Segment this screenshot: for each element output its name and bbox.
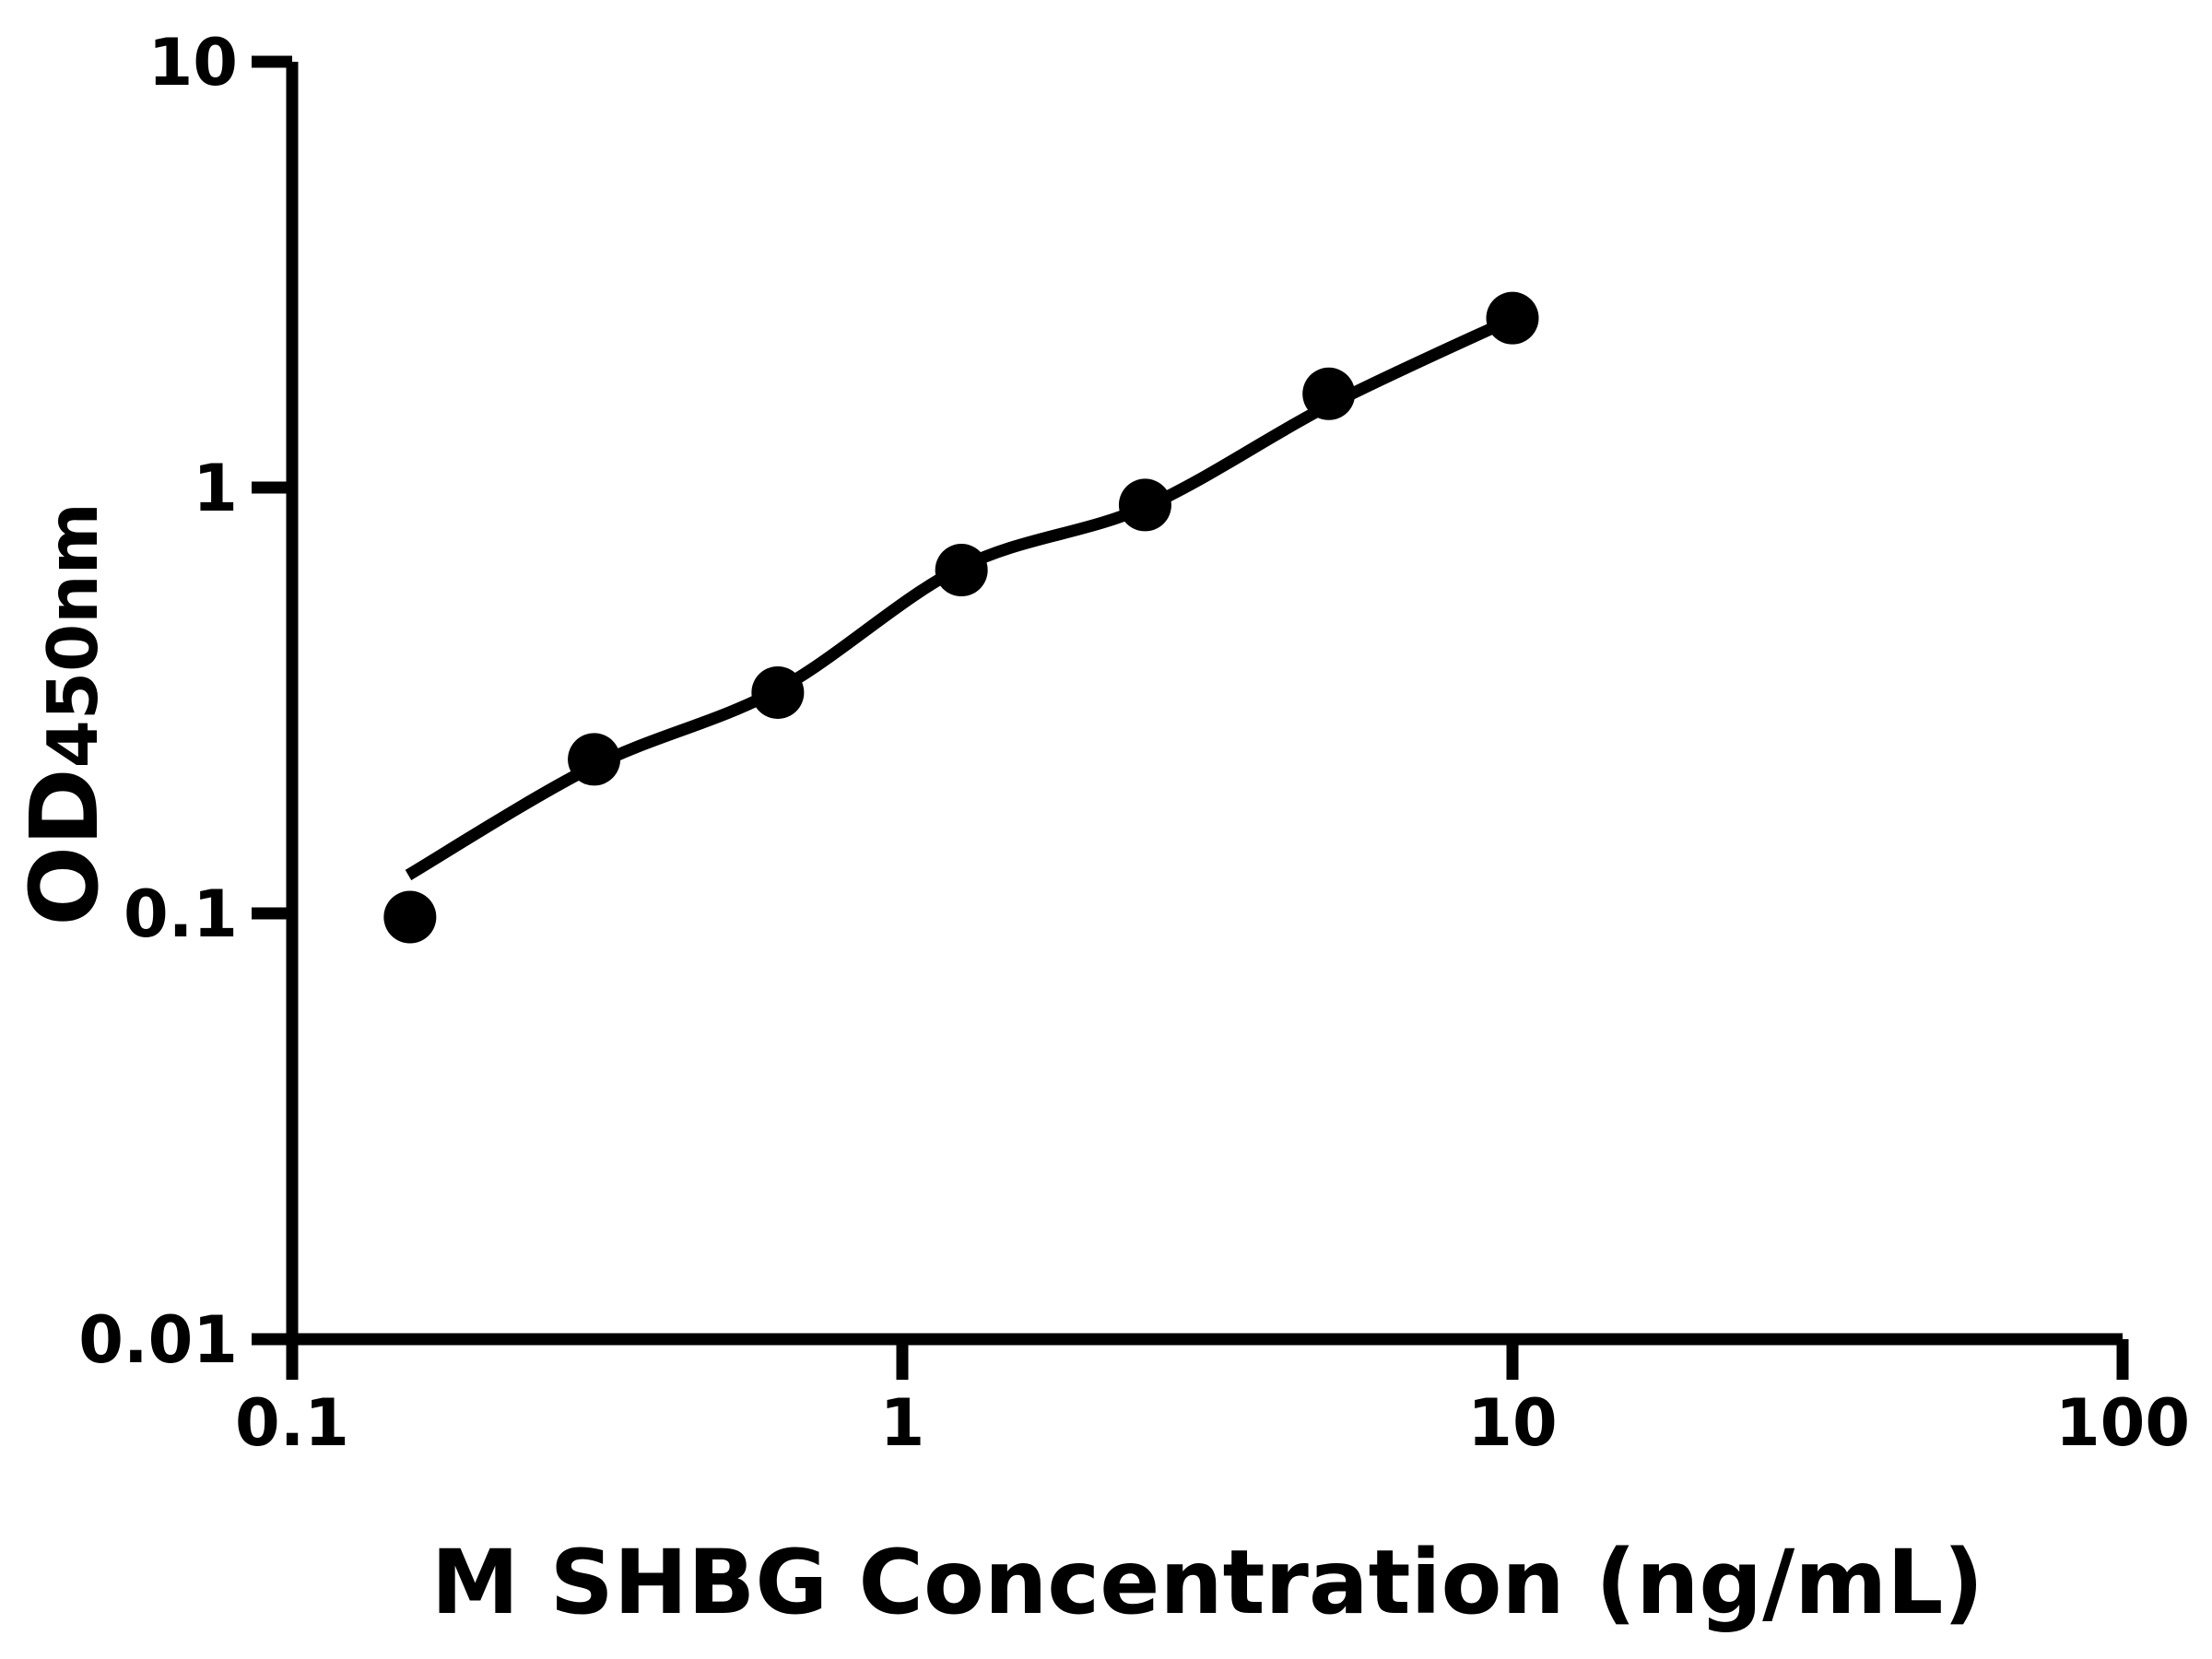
x-tick-label: 0.1 [235, 1385, 349, 1461]
axis-spine [286, 62, 2123, 1346]
y-axis-title-main: OD [10, 768, 120, 925]
y-axis-title: OD450nm [10, 502, 120, 926]
data-point-marker [568, 733, 621, 786]
data-point-marker [751, 665, 805, 719]
y-tick-label: 1 [193, 451, 238, 526]
data-point-marker [1302, 367, 1356, 420]
x-axis-title: M SHBG Concentration (ng/mL) [431, 1531, 1984, 1634]
data-point-marker [935, 544, 988, 597]
data-point-marker [383, 890, 437, 944]
y-tick-label: 0.1 [124, 877, 238, 952]
data-point-marker [1486, 291, 1539, 345]
x-tick-label: 1 [880, 1385, 925, 1461]
y-axis-title-subscript: 450nm [32, 502, 113, 768]
y-tick-label: 10 [148, 25, 238, 100]
y-tick-label: 0.01 [78, 1302, 238, 1378]
x-tick-label: 10 [1467, 1385, 1557, 1461]
x-tick-label: 100 [2055, 1385, 2190, 1461]
data-point-marker [1118, 478, 1171, 532]
